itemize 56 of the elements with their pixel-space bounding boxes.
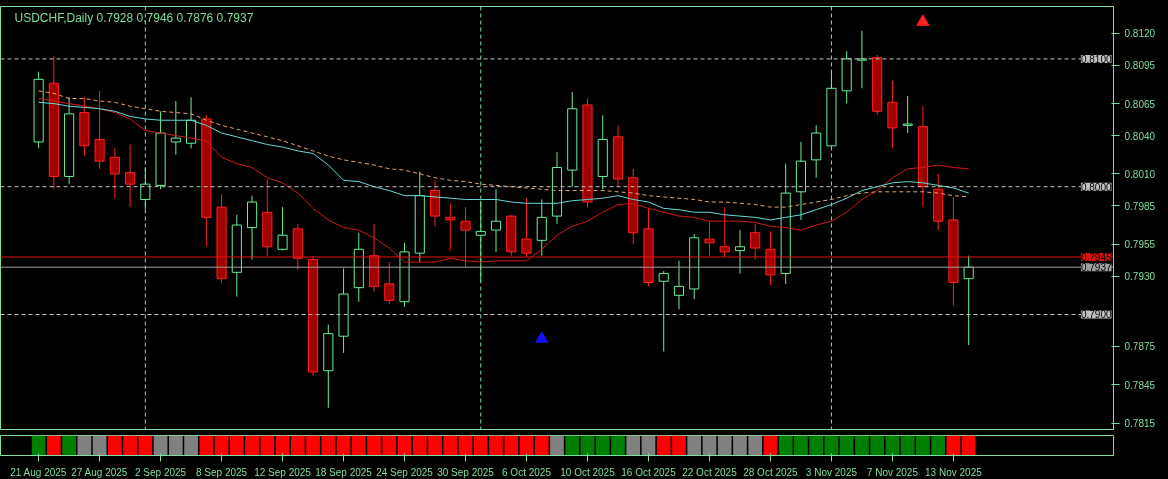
candlestick	[704, 220, 715, 257]
candlestick	[490, 188, 502, 253]
candlestick	[902, 95, 913, 134]
x-tick-label: 18 Sep 2025	[315, 466, 373, 478]
y-tick-label: 0.8065	[1124, 98, 1156, 110]
x-tick-label: 8 Sep 2025	[196, 466, 248, 478]
y-tick-label: 0.7955	[1124, 239, 1156, 251]
x-tick-label: 10 Oct 2025	[560, 466, 616, 478]
x-tick-label: 2 Sep 2025	[135, 466, 187, 478]
y-tick-label: 0.7930	[1124, 271, 1156, 283]
x-tick-label: 24 Sep 2025	[376, 466, 434, 478]
candlestick	[536, 198, 547, 257]
x-tick-label: 21 Aug 2025	[10, 466, 67, 478]
x-tick-label: 30 Sep 2025	[437, 466, 495, 478]
ref-line-label: 0.7900	[1080, 309, 1112, 321]
candlestick	[734, 229, 746, 275]
candlestick	[750, 223, 761, 261]
ref-line-label: 0.7937	[1080, 262, 1112, 274]
candlestick	[384, 261, 395, 305]
x-tick-label: 27 Aug 2025	[71, 466, 128, 478]
x-tick-label: 6 Oct 2025	[502, 466, 552, 478]
y-tick-label: 0.7845	[1124, 379, 1156, 391]
line-series	[38, 101, 970, 221]
candlestick	[277, 206, 288, 252]
candlestick	[170, 100, 181, 156]
chart-title: USDCHF,Daily 0.7928 0.7946 0.7876 0.7937	[14, 10, 254, 25]
candlestick	[140, 167, 151, 211]
ref-line-label: 0.8000	[1080, 181, 1112, 193]
candlestick	[460, 206, 471, 268]
candlestick	[963, 255, 974, 346]
y-tick-label: 0.7875	[1124, 341, 1156, 353]
x-tick-label: 22 Oct 2025	[682, 466, 738, 478]
x-tick-label: 16 Oct 2025	[621, 466, 677, 478]
y-tick-label: 0.8120	[1124, 28, 1156, 40]
x-tick-label: 28 Oct 2025	[743, 466, 799, 478]
x-tick-label: 3 Nov 2025	[805, 466, 858, 478]
candlestick	[719, 206, 730, 258]
candlestick	[94, 90, 105, 170]
x-tick-label: 7 Nov 2025	[866, 466, 919, 478]
y-tick-label: 0.7815	[1124, 418, 1156, 430]
y-tick-label: 0.8010	[1124, 168, 1156, 180]
candlestick	[445, 202, 456, 252]
candlestick	[658, 270, 669, 353]
candlestick	[521, 197, 532, 258]
x-tick-label: 13 Nov 2025	[925, 466, 983, 478]
x-tick-label: 12 Sep 2025	[254, 466, 312, 478]
candlestick	[125, 144, 136, 208]
candlestick	[109, 147, 120, 199]
line-series	[38, 98, 970, 263]
y-tick-label: 0.8040	[1124, 130, 1156, 142]
candlestick	[673, 260, 685, 310]
ref-line-label: 0.8100	[1080, 53, 1112, 65]
y-tick-label: 0.8095	[1124, 60, 1156, 72]
y-tick-label: 0.7985	[1124, 200, 1156, 212]
ref-line-label: 0.7945	[1080, 251, 1112, 263]
candlestick	[475, 200, 486, 282]
